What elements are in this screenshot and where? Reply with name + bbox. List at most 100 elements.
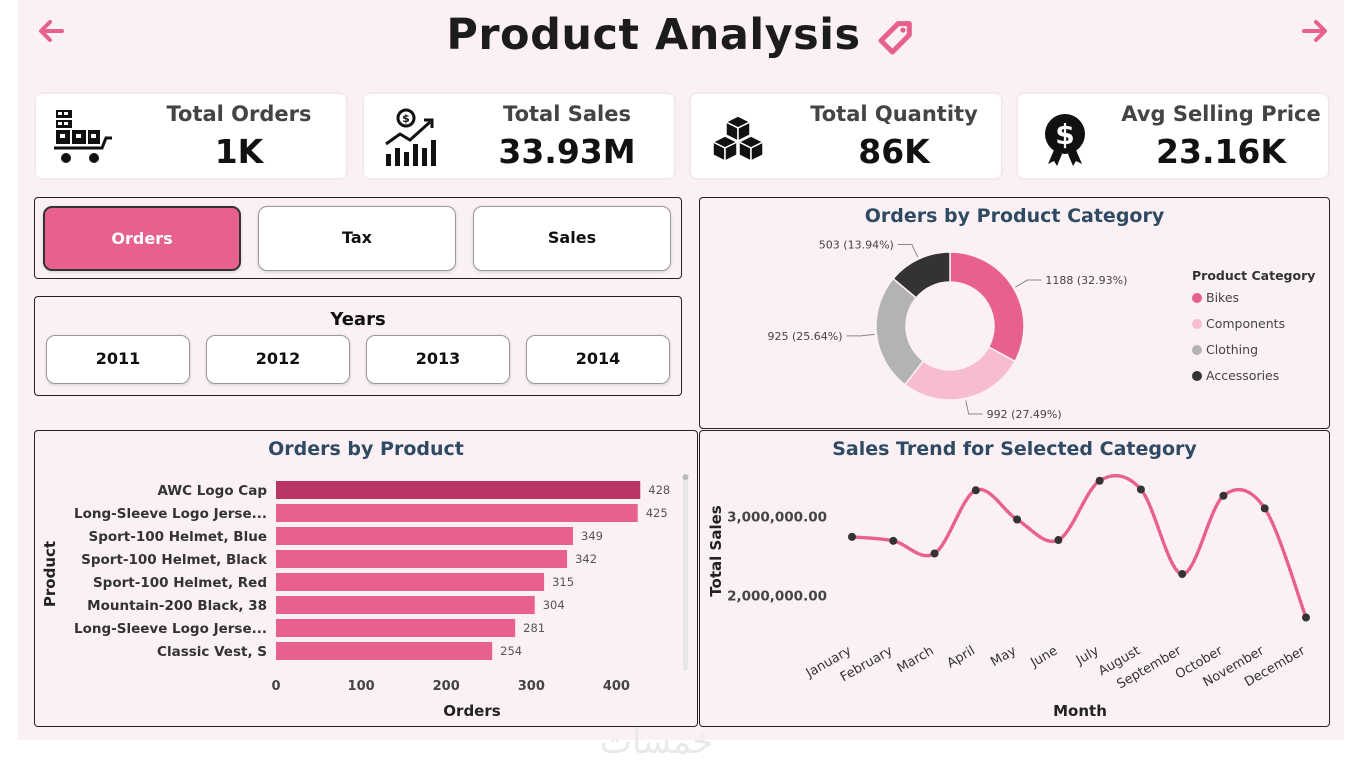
bar-data-label: 254 [500, 644, 522, 658]
bar-category-label: Sport-100 Helmet, Red [93, 575, 267, 591]
x-tick-label: 200 [433, 679, 460, 694]
kpi-label: Total Sales [503, 102, 631, 126]
kpi-label: Avg Selling Price [1121, 102, 1321, 126]
legend-item-accessories[interactable]: Accessories [1206, 368, 1279, 383]
bar-category-label: AWC Logo Cap [157, 483, 267, 499]
line-point[interactable] [1260, 504, 1269, 513]
x-tick-label: 300 [518, 679, 545, 694]
bar-data-label: 428 [648, 483, 670, 497]
line-point[interactable] [1219, 491, 1228, 500]
line-point[interactable] [1302, 613, 1310, 622]
dollar-badge-icon: $ [1045, 114, 1085, 166]
bar[interactable] [276, 642, 493, 660]
line-point[interactable] [930, 549, 939, 558]
bar[interactable] [276, 481, 641, 499]
legend-item-components[interactable]: Components [1206, 316, 1285, 331]
back-arrow-icon[interactable] [34, 14, 68, 48]
kpi-value: 86K [858, 132, 930, 171]
year-2011-button[interactable]: 2011 [46, 335, 190, 384]
bar-category-label: Long-Sleeve Logo Jerse... [74, 506, 267, 522]
x-tick-label: 400 [603, 679, 630, 694]
bar[interactable] [276, 504, 638, 522]
svg-text:$: $ [402, 112, 410, 125]
x-tick-label: April [945, 643, 978, 671]
year-2012-button[interactable]: 2012 [206, 335, 350, 384]
measure-selector-panel: Orders Tax Sales [34, 197, 682, 279]
scrollbar-track[interactable] [683, 475, 688, 671]
legend-item-clothing[interactable]: Clothing [1206, 342, 1258, 357]
tag-icon [878, 21, 912, 55]
year-2014-button[interactable]: 2014 [526, 335, 670, 384]
sales-trend-line [850, 473, 1308, 620]
donut-leader-line [1015, 279, 1042, 288]
donut-slice-components[interactable] [903, 346, 1017, 401]
bar[interactable] [276, 596, 535, 614]
line-point[interactable] [1095, 476, 1104, 485]
kpi-label: Total Orders [166, 102, 312, 126]
line-point[interactable] [1178, 570, 1187, 579]
donut-data-label: 925 (25.64%) [768, 330, 843, 343]
donut-title: Orders by Product Category [864, 205, 1165, 227]
bar-data-label: 304 [543, 598, 565, 612]
cubes-icon [711, 115, 765, 163]
donut-slice-accessories[interactable] [892, 251, 951, 299]
scrollbar-thumb[interactable] [682, 474, 689, 480]
line-point[interactable] [1013, 515, 1022, 524]
sales-growth-icon: $ [385, 108, 436, 166]
legend-title: Product Category [1192, 268, 1315, 283]
line-point[interactable] [1136, 485, 1145, 494]
bar-chart-title: Orders by Product [268, 438, 464, 460]
line-point[interactable] [889, 536, 898, 545]
y-tick-label: 2,000,000.00 [727, 588, 827, 604]
bar[interactable] [276, 550, 568, 568]
bar-category-label: Classic Vest, S [157, 644, 267, 660]
orders-button[interactable]: Orders [43, 206, 241, 271]
legend-marker [1192, 319, 1202, 329]
x-axis-title: Orders [443, 702, 500, 720]
bar-data-label: 349 [581, 529, 603, 543]
line-point[interactable] [971, 486, 980, 495]
kpi-value: 1K [214, 132, 264, 171]
years-title: Years [330, 309, 386, 330]
line-point[interactable] [848, 532, 856, 541]
kpi-value: 23.16K [1156, 132, 1286, 171]
bar[interactable] [276, 573, 545, 591]
x-axis-title: Month [1053, 702, 1107, 720]
donut-data-label: 992 (27.49%) [987, 408, 1062, 421]
bar-data-label: 315 [552, 575, 574, 589]
year-2013-button[interactable]: 2013 [366, 335, 510, 384]
forward-arrow-icon[interactable] [1298, 14, 1332, 48]
legend-item-bikes[interactable]: Bikes [1206, 290, 1239, 305]
bar-data-label: 342 [575, 552, 597, 566]
bar-data-label: 425 [646, 506, 668, 520]
line-chart-title: Sales Trend for Selected Category [832, 438, 1197, 460]
years-panel: Years 2011 2012 2013 2014 [34, 296, 682, 396]
x-tick-label: 100 [348, 679, 375, 694]
sales-button[interactable]: Sales [473, 206, 671, 271]
sales-trend-panel: Sales Trend for Selected Category 2,000,… [699, 430, 1330, 727]
bar-category-label: Long-Sleeve Logo Jerse... [74, 621, 267, 637]
donut-slice-bikes[interactable] [949, 251, 1025, 363]
orders-by-category-panel: Orders by Product Category 1188 (32.93%)… [699, 197, 1330, 429]
cart-boxes-icon [54, 110, 112, 163]
line-point[interactable] [1054, 536, 1063, 545]
bar[interactable] [276, 527, 574, 545]
bar-category-label: Sport-100 Helmet, Black [81, 552, 268, 568]
tax-button[interactable]: Tax [258, 206, 456, 271]
bar-category-label: Mountain-200 Black, 38 [87, 598, 267, 614]
legend-marker [1192, 371, 1202, 381]
donut-data-label: 503 (13.94%) [819, 238, 894, 251]
bar-category-label: Sport-100 Helmet, Blue [88, 529, 267, 545]
kpi-total-quantity: Total Quantity 86K [691, 94, 1001, 178]
legend-marker [1192, 345, 1202, 355]
page-title: Product Analysis [446, 10, 861, 60]
kpi-total-orders: Total Orders 1K [36, 94, 346, 178]
legend-marker [1192, 293, 1202, 303]
bar[interactable] [276, 619, 516, 637]
bar-data-label: 281 [523, 621, 545, 635]
y-axis-title: Product [41, 541, 59, 607]
donut-chart: 1188 (32.93%) 992 (27.49%) 925 (25.64%) 503… [768, 238, 1316, 421]
kpi-total-sales: $ Total Sales 33.93M [364, 94, 674, 178]
donut-leader-line [965, 400, 983, 415]
